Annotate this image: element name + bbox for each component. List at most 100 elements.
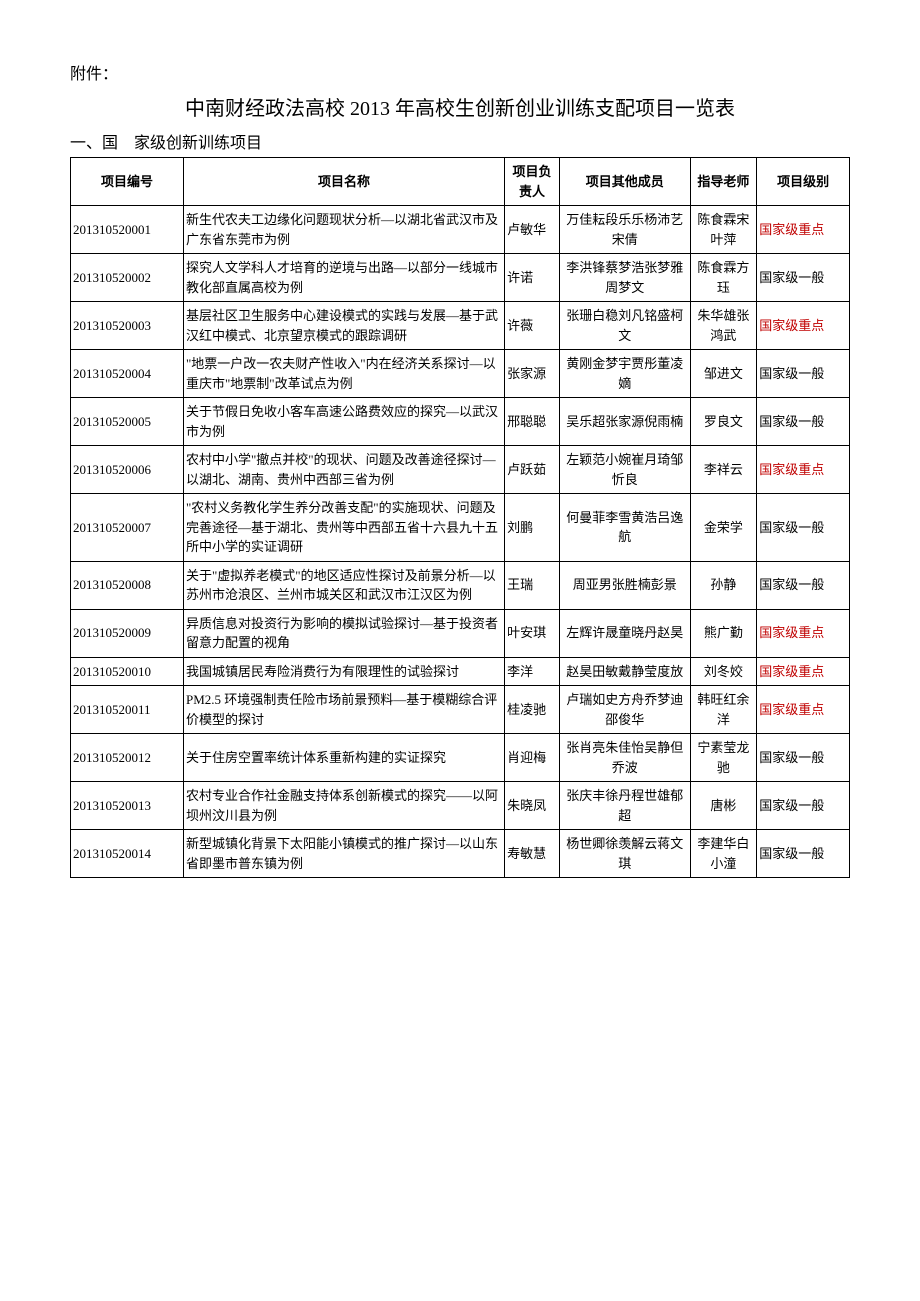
cell-advisor: 熊广勤 (690, 609, 757, 657)
cell-members: 张珊白稳刘凡铭盛柯文 (559, 302, 690, 350)
cell-level: 国家级一般 (757, 734, 850, 782)
cell-level: 国家级一般 (757, 830, 850, 878)
cell-level: 国家级重点 (757, 686, 850, 734)
cell-id: 201310520009 (71, 609, 184, 657)
cell-lead: 王瑞 (505, 561, 560, 609)
cell-lead: 叶安琪 (505, 609, 560, 657)
cell-level: 国家级重点 (757, 657, 850, 686)
col-lead: 项目负责人 (505, 158, 560, 206)
cell-name: 基层社区卫生服务中心建设模式的实践与发展—基于武汉红中模式、北京望京模式的跟踪调… (183, 302, 504, 350)
cell-members: 何曼菲李雪黄浩吕逸航 (559, 494, 690, 562)
cell-name: "地票一户改一农夫财产性收入"内在经济关系探讨—以重庆市"地票制"改革试点为例 (183, 350, 504, 398)
table-row: 201310520008关于"虚拟养老模式"的地区适应性探讨及前景分析—以苏州市… (71, 561, 850, 609)
cell-id: 201310520014 (71, 830, 184, 878)
cell-lead: 桂凌驰 (505, 686, 560, 734)
cell-advisor: 李祥云 (690, 446, 757, 494)
cell-lead: 李洋 (505, 657, 560, 686)
cell-name: 新生代农夫工边缘化问题现状分析—以湖北省武汉市及广东省东莞市为例 (183, 206, 504, 254)
cell-name: 异质信息对投资行为影响的模拟试验探讨—基于投资者留意力配置的视角 (183, 609, 504, 657)
cell-level: 国家级重点 (757, 609, 850, 657)
cell-lead: 肖迎梅 (505, 734, 560, 782)
cell-members: 赵昊田敏戴静莹度放 (559, 657, 690, 686)
cell-name: PM2.5 环境强制责任险市场前景预料—基于模糊综合评价模型的探讨 (183, 686, 504, 734)
table-row: 201310520005关于节假日免收小客车高速公路费效应的探究—以武汉市为例邢… (71, 398, 850, 446)
table-row: 201310520014新型城镇化背景下太阳能小镇模式的推广探讨—以山东省即墨市… (71, 830, 850, 878)
attachment-label: 附件： (70, 60, 850, 84)
cell-id: 201310520012 (71, 734, 184, 782)
cell-lead: 许薇 (505, 302, 560, 350)
cell-id: 201310520002 (71, 254, 184, 302)
cell-level: 国家级一般 (757, 350, 850, 398)
cell-level: 国家级重点 (757, 302, 850, 350)
cell-lead: 刘鹏 (505, 494, 560, 562)
cell-id: 201310520004 (71, 350, 184, 398)
col-name: 项目名称 (183, 158, 504, 206)
cell-name: "农村义务教化学生养分改善支配"的实施现状、问题及完善途径—基于湖北、贵州等中西… (183, 494, 504, 562)
cell-advisor: 韩旺红余洋 (690, 686, 757, 734)
cell-advisor: 金荣学 (690, 494, 757, 562)
page-title: 中南财经政法高校 2013 年高校生创新创业训练支配项目一览表 (70, 92, 850, 121)
table-row: 201310520002探究人文学科人才培育的逆境与出路—以部分一线城市教化部直… (71, 254, 850, 302)
cell-advisor: 刘冬姣 (690, 657, 757, 686)
col-id: 项目编号 (71, 158, 184, 206)
table-row: 201310520011PM2.5 环境强制责任险市场前景预料—基于模糊综合评价… (71, 686, 850, 734)
cell-level: 国家级一般 (757, 494, 850, 562)
cell-advisor: 李建华白小潼 (690, 830, 757, 878)
table-header-row: 项目编号 项目名称 项目负责人 项目其他成员 指导老师 项目级别 (71, 158, 850, 206)
cell-id: 201310520005 (71, 398, 184, 446)
cell-id: 201310520006 (71, 446, 184, 494)
table-row: 201310520012关于住房空置率统计体系重新构建的实证探究肖迎梅张肖亮朱佳… (71, 734, 850, 782)
projects-table: 项目编号 项目名称 项目负责人 项目其他成员 指导老师 项目级别 2013105… (70, 157, 850, 878)
cell-name: 探究人文学科人才培育的逆境与出路—以部分一线城市教化部直属高校为例 (183, 254, 504, 302)
cell-level: 国家级一般 (757, 782, 850, 830)
cell-lead: 卢跃茹 (505, 446, 560, 494)
cell-id: 201310520001 (71, 206, 184, 254)
cell-name: 关于住房空置率统计体系重新构建的实证探究 (183, 734, 504, 782)
table-row: 201310520006农村中小学"撤点并校"的现状、问题及改善途径探讨—以湖北… (71, 446, 850, 494)
table-row: 201310520010我国城镇居民寿险消费行为有限理性的试验探讨李洋赵昊田敏戴… (71, 657, 850, 686)
cell-advisor: 陈食霖方珏 (690, 254, 757, 302)
cell-lead: 寿敏慧 (505, 830, 560, 878)
cell-members: 卢瑞如史方舟乔梦迪邵俊华 (559, 686, 690, 734)
col-advisor: 指导老师 (690, 158, 757, 206)
col-level: 项目级别 (757, 158, 850, 206)
cell-advisor: 孙静 (690, 561, 757, 609)
cell-advisor: 罗良文 (690, 398, 757, 446)
cell-level: 国家级重点 (757, 446, 850, 494)
cell-members: 吴乐超张家源倪雨楠 (559, 398, 690, 446)
table-row: 201310520013农村专业合作社金融支持体系创新模式的探究——以阿坝州汶川… (71, 782, 850, 830)
table-row: 201310520001新生代农夫工边缘化问题现状分析—以湖北省武汉市及广东省东… (71, 206, 850, 254)
col-members: 项目其他成员 (559, 158, 690, 206)
cell-id: 201310520003 (71, 302, 184, 350)
cell-advisor: 朱华雄张鸿武 (690, 302, 757, 350)
table-row: 201310520003基层社区卫生服务中心建设模式的实践与发展—基于武汉红中模… (71, 302, 850, 350)
cell-id: 201310520010 (71, 657, 184, 686)
cell-name: 农村专业合作社金融支持体系创新模式的探究——以阿坝州汶川县为例 (183, 782, 504, 830)
cell-advisor: 陈食霖宋叶萍 (690, 206, 757, 254)
cell-id: 201310520007 (71, 494, 184, 562)
cell-level: 国家级重点 (757, 206, 850, 254)
cell-lead: 张家源 (505, 350, 560, 398)
cell-name: 农村中小学"撤点并校"的现状、问题及改善途径探讨—以湖北、湖南、贵州中西部三省为… (183, 446, 504, 494)
cell-members: 李洪锋蔡梦浩张梦雅周梦文 (559, 254, 690, 302)
cell-level: 国家级一般 (757, 398, 850, 446)
table-row: 201310520004"地票一户改一农夫财产性收入"内在经济关系探讨—以重庆市… (71, 350, 850, 398)
cell-members: 万佳耘段乐乐杨沛艺宋倩 (559, 206, 690, 254)
cell-lead: 卢敏华 (505, 206, 560, 254)
cell-members: 黄刚金梦宇贾彤董凌嫡 (559, 350, 690, 398)
section-heading: 一、国 家级创新训练项目 (70, 129, 850, 153)
cell-members: 周亚男张胜楠彭景 (559, 561, 690, 609)
cell-name: 我国城镇居民寿险消费行为有限理性的试验探讨 (183, 657, 504, 686)
cell-id: 201310520013 (71, 782, 184, 830)
cell-name: 新型城镇化背景下太阳能小镇模式的推广探讨—以山东省即墨市普东镇为例 (183, 830, 504, 878)
cell-name: 关于"虚拟养老模式"的地区适应性探讨及前景分析—以苏州市沧浪区、兰州市城关区和武… (183, 561, 504, 609)
cell-members: 杨世卿徐羡解云蒋文琪 (559, 830, 690, 878)
cell-advisor: 邹进文 (690, 350, 757, 398)
table-row: 201310520007"农村义务教化学生养分改善支配"的实施现状、问题及完善途… (71, 494, 850, 562)
cell-name: 关于节假日免收小客车高速公路费效应的探究—以武汉市为例 (183, 398, 504, 446)
cell-advisor: 宁素莹龙驰 (690, 734, 757, 782)
cell-id: 201310520008 (71, 561, 184, 609)
cell-lead: 邢聪聪 (505, 398, 560, 446)
cell-members: 左颖范小婉崔月琦邹忻良 (559, 446, 690, 494)
cell-members: 张庆丰徐丹程世雄郁超 (559, 782, 690, 830)
